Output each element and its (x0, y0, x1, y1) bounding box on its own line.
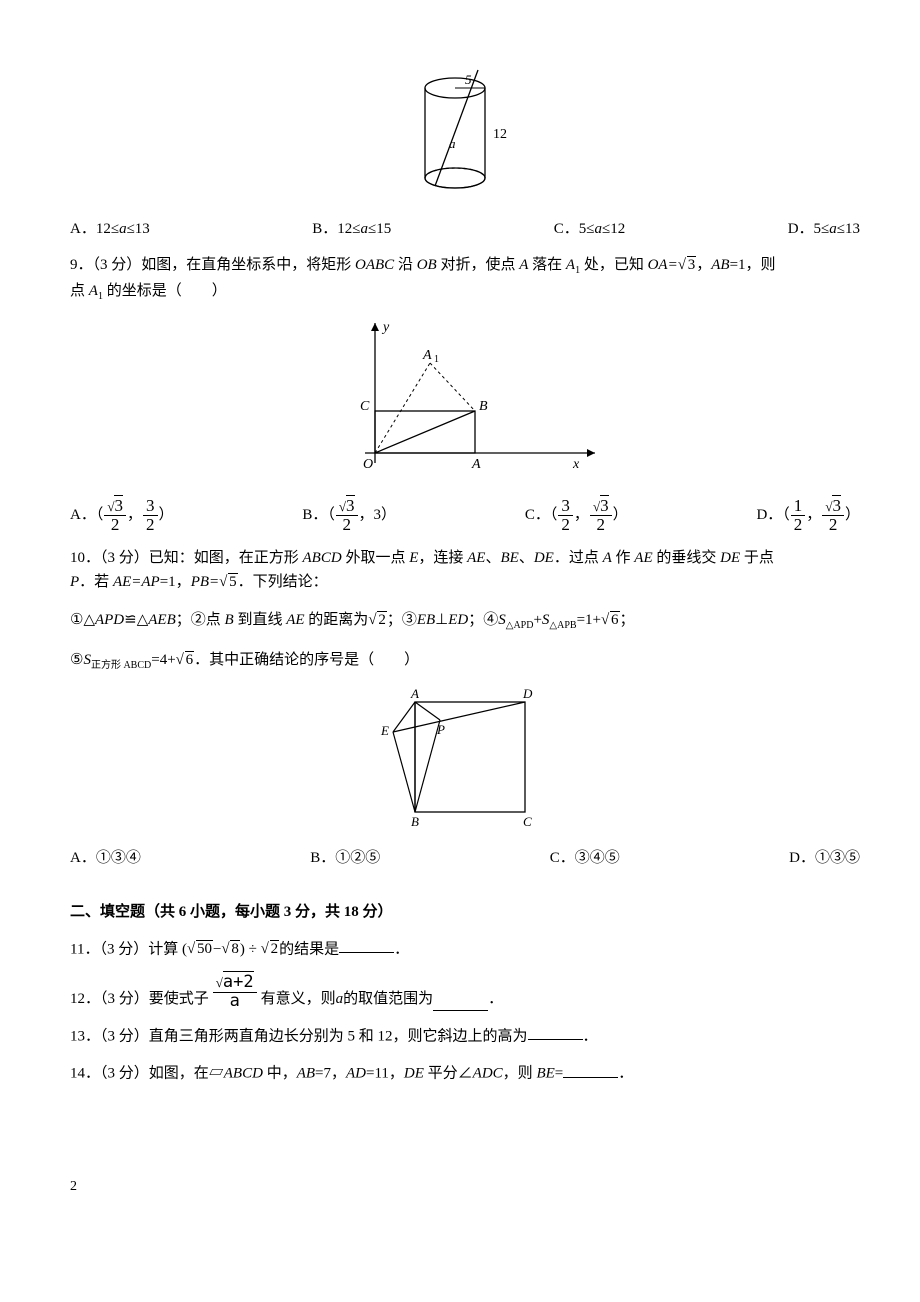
svg-text:C: C (523, 814, 532, 829)
q14: 14．（3 分）如图，在▱ABCD 中，AB=7，AD=11，DE 平分∠ADC… (70, 1060, 860, 1086)
svg-text:5: 5 (465, 72, 472, 87)
q9-option-B: B．（√32，3） (302, 497, 396, 534)
svg-text:A: A (422, 348, 432, 363)
q9-prefix: 9．（3 分）如图，在直角坐标系中，将矩形 (70, 257, 355, 273)
section-2-title: 二、填空题（共 6 小题，每小题 3 分，共 18 分） (70, 900, 860, 924)
svg-text:A: A (410, 686, 419, 701)
q9-option-A: A．（√32，32） (70, 497, 174, 534)
q12-blank (433, 993, 488, 1011)
svg-text:12: 12 (493, 127, 507, 142)
page-number: 2 (70, 1176, 860, 1198)
q8-option-D: D．5≤a≤13 (788, 217, 860, 241)
cylinder-icon: 5 a 12 (405, 68, 525, 203)
svg-text:C: C (360, 399, 370, 414)
q10-option-D: D．①③⑤ (789, 846, 860, 870)
q9-option-C: C．（32，√32） (525, 497, 628, 534)
svg-text:A: A (471, 457, 481, 472)
q8-options: A．12≤a≤13 B．12≤a≤15 C．5≤a≤12 D．5≤a≤13 (70, 217, 860, 241)
q10-option-A: A．①③④ (70, 846, 141, 870)
svg-text:a: a (449, 136, 456, 151)
svg-text:B: B (479, 399, 488, 414)
q9-options: A．（√32，32） B．（√32，3） C．（32，√32） D．（12，√3… (70, 497, 860, 534)
q9-figure: O A B C A 1 y x (70, 313, 860, 491)
q9-ob: OB (417, 257, 437, 273)
q10-statements-1: ①△APD≌△AEB；②点 B 到直线 AE 的距离为2；③EB⊥ED；④S△A… (70, 608, 860, 634)
svg-text:1: 1 (434, 354, 439, 365)
q13: 13．（3 分）直角三角形两直角边长分别为 5 和 12，则它斜边上的高为． (70, 1023, 860, 1049)
svg-text:x: x (572, 457, 580, 472)
q8-option-C: C．5≤a≤12 (554, 217, 625, 241)
q13-blank (528, 1023, 583, 1041)
q10-options: A．①③④ B．①②⑤ C．③④⑤ D．①③⑤ (70, 846, 860, 870)
q8-option-B: B．12≤a≤15 (312, 217, 391, 241)
q14-blank (563, 1060, 618, 1078)
q10-option-B: B．①②⑤ (310, 846, 380, 870)
q9-oabc: OABC (355, 257, 394, 273)
svg-text:E: E (380, 723, 389, 738)
q10-text: 10．（3 分）已知：如图，在正方形 ABCD 外取一点 E，连接 AE、BE、… (70, 546, 860, 594)
q11: 11．（3 分）计算 (50−8) ÷ 2的结果是． (70, 936, 860, 962)
q10-option-C: C．③④⑤ (550, 846, 620, 870)
q10-figure: A D B C E P (70, 682, 860, 840)
q9-text: 9．（3 分）如图，在直角坐标系中，将矩形 OABC 沿 OB 对折，使点 A … (70, 253, 860, 305)
q12: 12．（3 分）要使式子 √a+2 a 有意义，则 a 的取值范围为． (70, 973, 860, 1011)
q9-option-D: D．（12，√32） (756, 497, 860, 534)
svg-text:y: y (381, 320, 390, 335)
q8-figure: 5 a 12 (70, 68, 860, 211)
q8-option-A: A．12≤a≤13 (70, 217, 150, 241)
svg-text:P: P (436, 722, 445, 737)
q11-blank (339, 936, 394, 954)
svg-text:B: B (411, 814, 419, 829)
svg-text:D: D (522, 686, 533, 701)
svg-text:O: O (363, 457, 373, 472)
q10-statements-2: ⑤S正方形 ABCD=4+6．其中正确结论的序号是（ ） (70, 648, 860, 674)
